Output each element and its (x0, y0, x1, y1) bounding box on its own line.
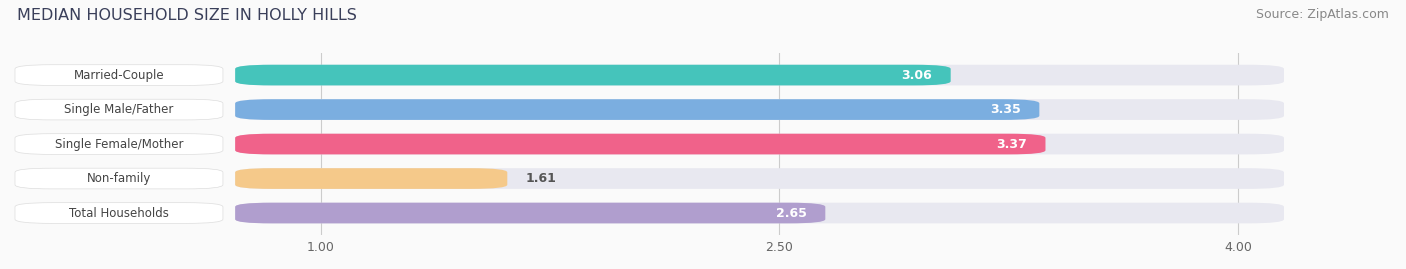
FancyBboxPatch shape (235, 99, 1039, 120)
FancyBboxPatch shape (235, 65, 1284, 86)
Text: 3.37: 3.37 (997, 137, 1028, 151)
FancyBboxPatch shape (15, 134, 224, 154)
FancyBboxPatch shape (235, 134, 1284, 154)
Text: 3.06: 3.06 (901, 69, 932, 82)
FancyBboxPatch shape (15, 168, 224, 189)
FancyBboxPatch shape (235, 203, 825, 223)
Text: 2.65: 2.65 (776, 207, 807, 220)
FancyBboxPatch shape (235, 65, 950, 86)
FancyBboxPatch shape (235, 203, 1284, 223)
FancyBboxPatch shape (235, 168, 508, 189)
Text: MEDIAN HOUSEHOLD SIZE IN HOLLY HILLS: MEDIAN HOUSEHOLD SIZE IN HOLLY HILLS (17, 8, 357, 23)
FancyBboxPatch shape (235, 99, 1284, 120)
Text: Non-family: Non-family (87, 172, 152, 185)
FancyBboxPatch shape (15, 99, 224, 120)
FancyBboxPatch shape (235, 168, 1284, 189)
FancyBboxPatch shape (15, 65, 224, 86)
Text: Married-Couple: Married-Couple (73, 69, 165, 82)
Text: 3.35: 3.35 (990, 103, 1021, 116)
Text: Total Households: Total Households (69, 207, 169, 220)
Text: Single Male/Father: Single Male/Father (65, 103, 174, 116)
FancyBboxPatch shape (15, 203, 224, 223)
Text: Single Female/Mother: Single Female/Mother (55, 137, 183, 151)
Text: Source: ZipAtlas.com: Source: ZipAtlas.com (1256, 8, 1389, 21)
FancyBboxPatch shape (235, 134, 1046, 154)
Text: 1.61: 1.61 (526, 172, 557, 185)
